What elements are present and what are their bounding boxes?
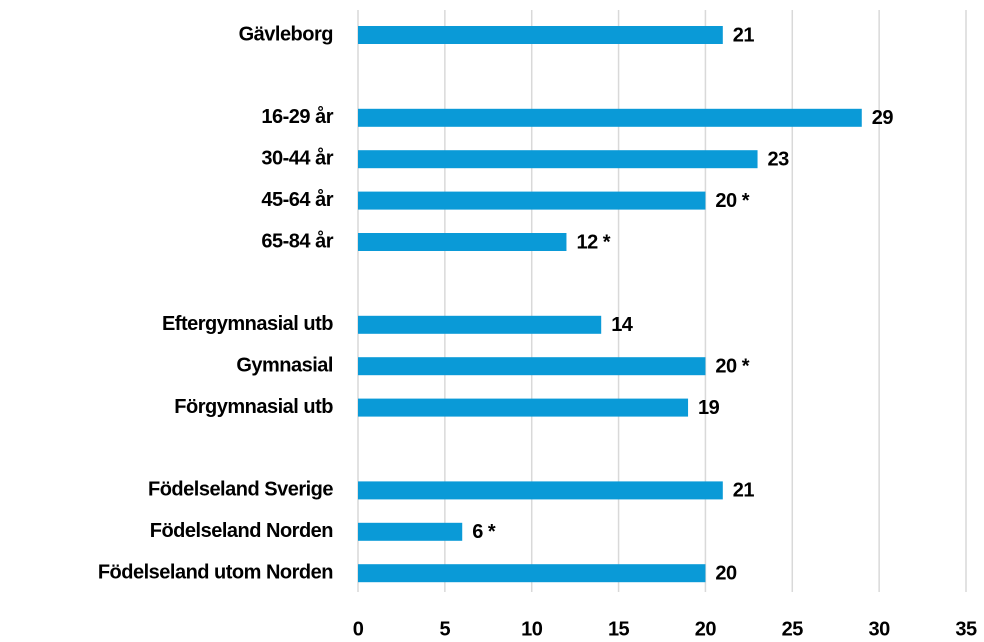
- data-label: 6 *: [472, 521, 496, 543]
- bar: [358, 564, 706, 583]
- x-tick-label: 25: [782, 618, 804, 640]
- bar: [358, 233, 567, 251]
- data-label: 21: [733, 480, 755, 502]
- data-label: 19: [698, 397, 720, 419]
- data-label: 12 *: [576, 231, 610, 253]
- bar: [358, 26, 723, 44]
- data-label: 20 *: [715, 190, 749, 212]
- y-tick-label: Gymnasial: [236, 354, 333, 376]
- bar: [358, 108, 862, 127]
- bar: [358, 357, 706, 376]
- y-tick-label: Födelseland Norden: [150, 520, 333, 542]
- x-tick-label: 0: [353, 618, 364, 640]
- x-tick-label: 20: [695, 618, 717, 640]
- bar: [358, 191, 706, 210]
- y-tick-label: Eftergymnasial utb: [162, 313, 333, 335]
- y-tick-label: Förgymnasial utb: [174, 396, 333, 418]
- bar: [358, 315, 602, 334]
- data-label: 29: [872, 107, 894, 129]
- y-tick-label: 16-29 år: [261, 105, 333, 128]
- bar: [358, 150, 758, 169]
- y-tick-label: Gävleborg: [239, 23, 333, 45]
- y-tick-label: Födelseland utom Norden: [98, 561, 333, 583]
- bar: [358, 522, 463, 541]
- bar: [358, 481, 723, 500]
- data-label: 20 *: [715, 355, 749, 377]
- x-tick-label: 15: [608, 618, 630, 640]
- y-tick-label: Födelseland Sverige: [148, 479, 333, 501]
- x-tick-label: 30: [869, 618, 891, 640]
- data-label: 23: [768, 148, 790, 170]
- x-tick-label: 5: [440, 618, 451, 640]
- x-tick-label: 35: [955, 618, 977, 640]
- data-label: 20: [715, 562, 737, 584]
- bar: [358, 398, 689, 417]
- data-label: 21: [733, 24, 755, 46]
- data-label: 14: [611, 314, 634, 336]
- y-tick-label: 45-64 år: [261, 188, 333, 211]
- x-tick-label: 10: [521, 618, 543, 640]
- y-tick-label: 65-84 år: [261, 229, 333, 252]
- y-tick-label: 30-44 år: [261, 146, 333, 169]
